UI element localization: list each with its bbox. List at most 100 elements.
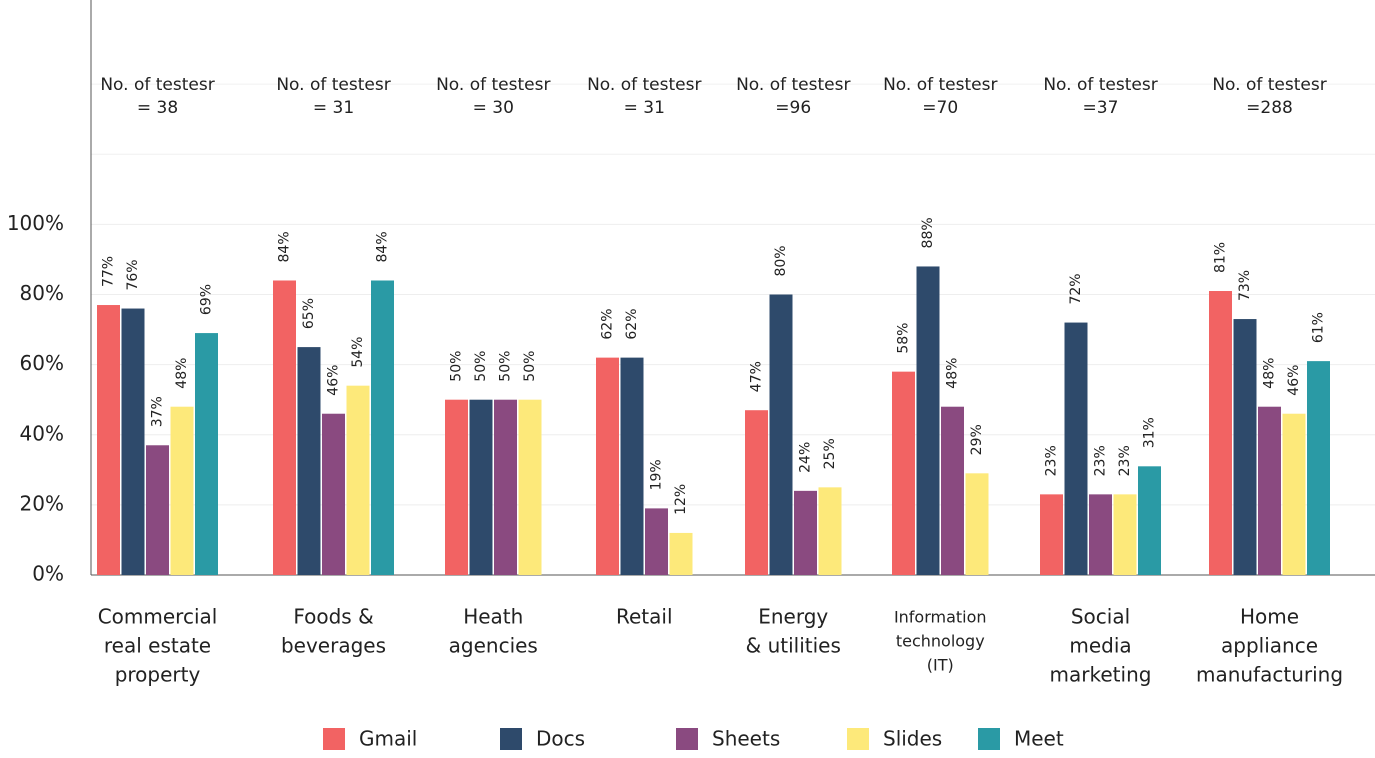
bar [1307,361,1330,575]
annotation: = 30 [473,98,514,118]
x-tick-label: appliance [1221,634,1318,658]
y-tick-label: 80% [20,281,64,305]
x-tick-label: real estate [104,634,211,658]
annotation: No. of testesr [883,75,997,95]
x-tick-label: Commercial [98,605,218,629]
x-tick-label: manufacturing [1196,663,1343,687]
annotation: No. of testesr [587,75,701,95]
data-label: 88% [920,217,936,248]
legend-swatch [500,728,522,750]
bar [445,399,468,575]
annotation: No. of testesr [1212,75,1326,95]
bar [518,399,542,575]
legend-swatch [323,728,345,750]
x-tick-label: property [115,663,201,687]
annotation: No. of testesr [736,75,850,95]
data-label: 50% [473,351,489,382]
data-label: 65% [301,298,317,329]
bar [297,347,321,575]
legend-label: Sheets [712,727,780,751]
data-label: 50% [522,351,538,382]
bar [916,266,940,575]
legend-label: Meet [1014,727,1064,751]
bar [645,508,668,575]
bar [346,385,370,575]
legend-swatch [978,728,1000,750]
data-label: 84% [375,231,391,262]
x-tick-label: marketing [1050,663,1152,687]
data-label: 58% [896,323,912,354]
data-label: 48% [1262,358,1278,389]
data-label: 76% [125,259,141,290]
data-label: 29% [969,424,985,455]
data-label: 81% [1213,242,1229,273]
bar [469,399,493,575]
data-label: 61% [1311,312,1327,343]
annotation: No. of testesr [436,75,550,95]
legend-label: Gmail [359,727,417,751]
bar [121,308,145,575]
bar [146,445,169,575]
data-label: 54% [350,337,366,368]
data-label: 37% [150,396,166,427]
bar [669,532,693,575]
annotation: = 31 [313,98,354,118]
bar [818,487,842,575]
x-tick-label: Foods & [293,605,373,629]
bar [1233,319,1257,575]
y-tick-label: 40% [20,421,64,445]
bar [1113,494,1137,575]
data-label: 72% [1068,273,1084,304]
legend-swatch [676,728,698,750]
annotation: =288 [1246,98,1293,118]
bar [1282,413,1306,575]
data-label: 84% [277,231,293,262]
data-label: 48% [174,358,190,389]
data-label: 62% [600,308,616,339]
data-label: 46% [1286,365,1302,396]
bar [941,406,964,575]
data-label: 50% [449,351,465,382]
x-tick-label: Energy [758,605,828,629]
bar [170,406,194,575]
bar [494,399,517,575]
bar [596,357,619,575]
bar [195,333,218,575]
data-label: 46% [326,365,342,396]
annotation: =37 [1083,98,1119,118]
data-label: 19% [649,459,665,490]
bar [892,371,915,575]
data-label: 31% [1142,417,1158,448]
data-label: 73% [1237,270,1253,301]
bar [1258,406,1281,575]
x-tick-label: (IT) [927,656,954,675]
data-label: 23% [1044,445,1060,476]
bar [322,413,345,575]
y-tick-label: 20% [20,491,64,515]
annotation: = 38 [137,98,178,118]
bar [371,280,394,575]
annotation: No. of testesr [1043,75,1157,95]
data-label: 69% [199,284,215,315]
x-tick-label: Retail [616,605,673,629]
y-tick-label: 0% [32,562,64,586]
x-tick-label: agencies [449,634,538,658]
annotation: No. of testesr [100,75,214,95]
data-label: 12% [673,484,689,515]
x-tick-label: Information [894,608,987,627]
bar [769,294,793,575]
data-label: 50% [498,351,514,382]
bar [620,357,644,575]
x-tick-label: Home [1240,605,1299,629]
x-tick-label: Heath [463,605,523,629]
data-label: 24% [798,442,814,473]
bar [1089,494,1112,575]
x-tick-label: beverages [281,634,386,658]
annotation: = 31 [624,98,665,118]
annotation: =70 [922,98,958,118]
y-tick-label: 100% [7,211,64,235]
x-tick-label: technology [896,632,985,651]
data-label: 23% [1117,445,1133,476]
bar [1209,291,1232,575]
